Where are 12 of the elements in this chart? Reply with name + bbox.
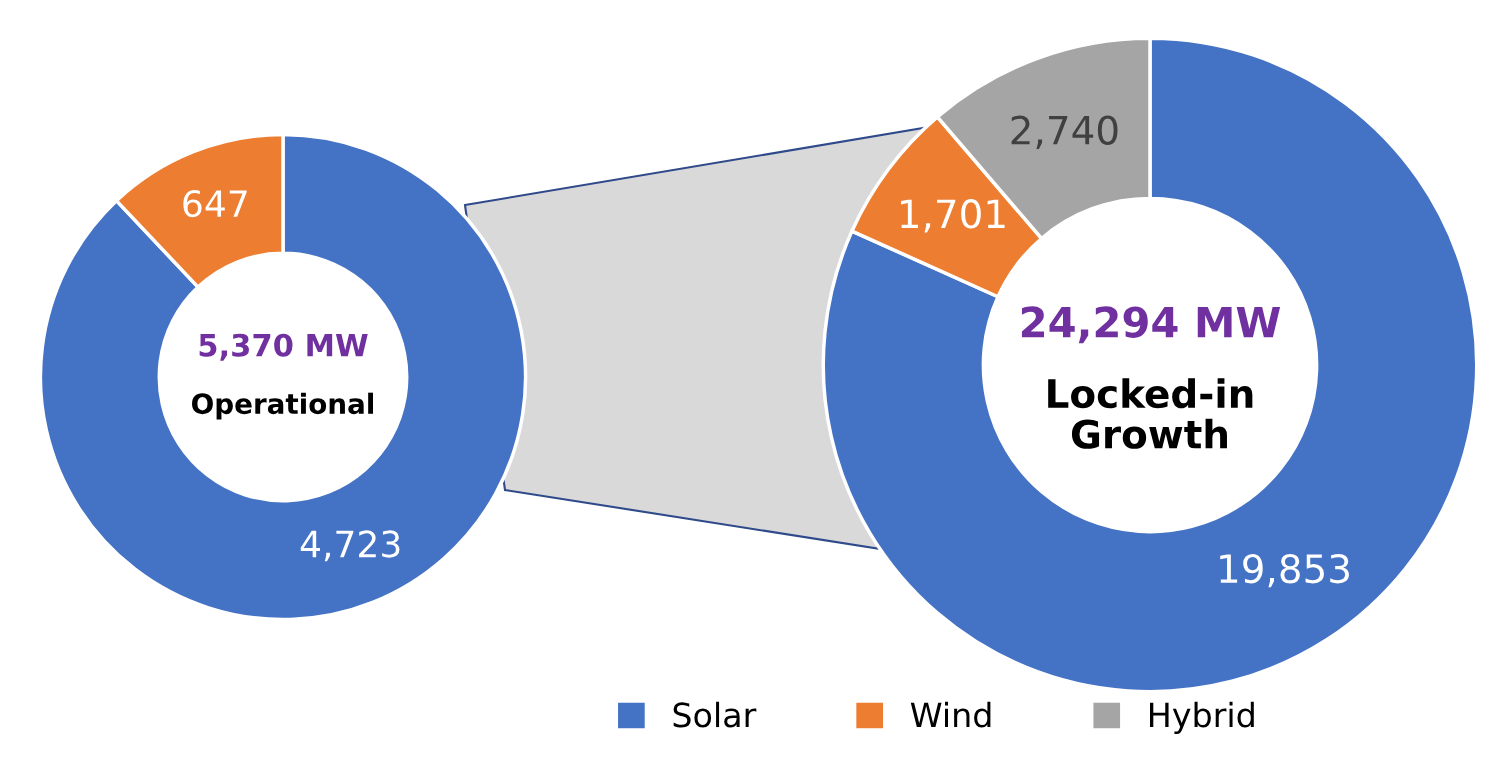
data-label: 4,723 [300,530,400,562]
data-label: 647 [183,189,247,218]
legend-label: Hybrid [1150,701,1254,734]
data-label: 19,853 [1220,553,1349,588]
data-label: 2,740 [1011,115,1118,149]
text: 5,370 MW [199,333,368,361]
text: 24,294 MW [1021,306,1281,344]
text: Locked-in Growth [1048,378,1253,449]
text: Operational [192,392,374,420]
legend-label: Solar [673,701,757,728]
data-label: 1,701 [901,199,1005,233]
legend-label: Wind [910,701,991,728]
